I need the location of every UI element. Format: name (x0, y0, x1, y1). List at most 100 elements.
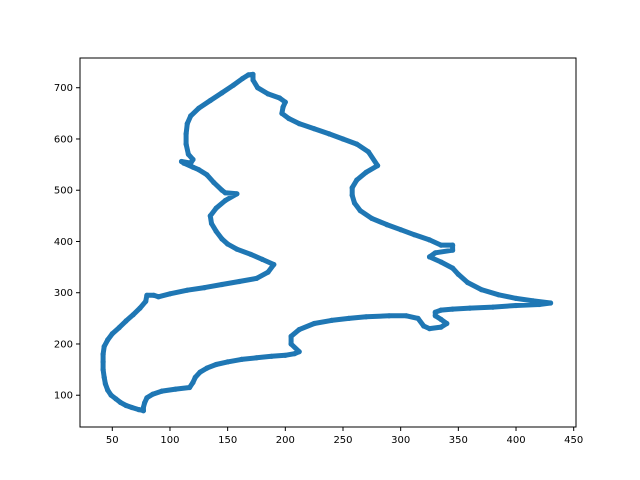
data-point (190, 156, 196, 163)
data-point (143, 298, 149, 304)
x-tick-label: 350 (449, 435, 468, 446)
data-point (117, 399, 123, 405)
data-point (354, 177, 360, 183)
data-point (208, 220, 215, 227)
data-point (188, 113, 194, 119)
data-point (183, 141, 189, 147)
data-point (311, 320, 317, 327)
data-point (411, 232, 418, 238)
data-point (225, 241, 231, 247)
data-point (530, 298, 536, 304)
data-point (291, 351, 298, 357)
y-tick-label: 200 (54, 339, 73, 350)
data-point (426, 237, 433, 243)
data-point (363, 314, 369, 320)
x-tick-label: 200 (276, 435, 295, 446)
data-point (219, 90, 225, 96)
data-point (415, 315, 421, 321)
data-point (245, 72, 251, 78)
data-point (202, 285, 208, 291)
data-point (384, 222, 390, 228)
data-point (432, 250, 438, 256)
data-point (196, 105, 202, 111)
x-axis: 50 100 150 200 250 300 350 400 450 (106, 427, 583, 446)
data-point (271, 261, 277, 268)
data-point (490, 304, 496, 310)
x-tick-label: 100 (160, 435, 179, 446)
x-tick-label: 400 (506, 435, 525, 446)
data-point (204, 172, 210, 178)
data-point (222, 197, 228, 204)
data-point (187, 384, 193, 391)
data-point (183, 131, 189, 137)
data-point (351, 200, 358, 206)
data-point (253, 355, 260, 361)
data-point (403, 313, 409, 319)
data-point (369, 215, 375, 221)
data-point (240, 75, 246, 82)
data-point (184, 121, 190, 127)
data-point (253, 275, 260, 281)
data-point (213, 205, 219, 211)
data-point (277, 95, 283, 101)
y-tick-label: 300 (54, 288, 73, 299)
y-tick-label: 100 (54, 391, 73, 402)
data-point (190, 164, 196, 170)
y-tick-label: 400 (54, 237, 73, 248)
data-point (354, 141, 360, 147)
data-point (438, 259, 444, 265)
data-point (296, 327, 302, 333)
data-point (282, 352, 288, 358)
y-tick-label: 700 (54, 83, 73, 94)
data-point (311, 126, 317, 132)
data-point (288, 341, 294, 347)
y-axis: 100 200 300 400 500 600 700 (54, 83, 80, 402)
data-point (250, 77, 256, 83)
data-point (438, 242, 444, 248)
data-point (250, 71, 256, 77)
data-point (357, 208, 363, 214)
data-point (155, 294, 161, 300)
data-point (426, 326, 433, 332)
data-point (467, 305, 473, 311)
data-point (386, 313, 392, 319)
data-point (236, 278, 242, 285)
data-point (105, 387, 111, 393)
data-point (513, 295, 519, 301)
data-point (450, 247, 456, 253)
data-point (100, 351, 106, 357)
data-point (426, 254, 433, 260)
data-point (328, 317, 335, 323)
data-point (140, 408, 146, 414)
data-point (113, 396, 119, 402)
data-point (213, 361, 219, 368)
data-point (192, 374, 198, 380)
data-point (450, 242, 456, 248)
data-point (365, 149, 371, 155)
data-point (375, 163, 381, 169)
data-point (101, 374, 107, 380)
data-point (151, 292, 157, 298)
data-point (340, 136, 346, 142)
data-point (346, 315, 352, 321)
data-point (211, 179, 217, 186)
data-point (123, 318, 129, 324)
data-point (150, 391, 156, 397)
data-point (438, 307, 444, 313)
data-point (265, 269, 271, 275)
data-point (363, 169, 369, 175)
data-point (421, 323, 427, 329)
data-point (197, 369, 203, 375)
data-point (204, 365, 210, 371)
data-point (536, 301, 542, 308)
data-point (109, 331, 115, 337)
data-point (230, 82, 236, 88)
plot-area-frame (79, 57, 577, 428)
data-point (268, 353, 275, 359)
data-point (465, 279, 471, 286)
data-point (105, 337, 111, 343)
data-point (108, 392, 114, 398)
data-point (219, 187, 225, 193)
data-point (225, 359, 231, 365)
data-point (130, 312, 136, 318)
